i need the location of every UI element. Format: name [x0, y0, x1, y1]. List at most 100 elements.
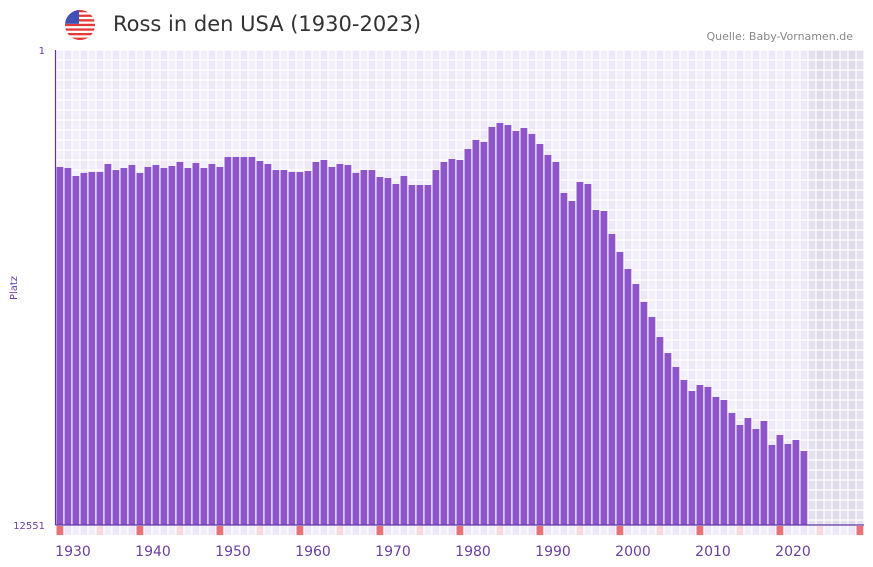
bar-1997[interactable]: [592, 209, 600, 525]
bar-1976[interactable]: [424, 185, 432, 525]
bar-1972[interactable]: [392, 183, 400, 525]
bar-1962[interactable]: [312, 161, 320, 525]
bar-2000[interactable]: [616, 251, 624, 526]
bar-1978[interactable]: [440, 161, 448, 525]
bar-2009[interactable]: [688, 391, 696, 525]
bar-1975[interactable]: [416, 185, 424, 525]
bar-1999[interactable]: [608, 233, 616, 526]
bar-1963[interactable]: [320, 159, 328, 526]
bar-1986[interactable]: [504, 125, 512, 526]
bar-1977[interactable]: [432, 170, 440, 525]
bar-1988[interactable]: [520, 128, 528, 525]
bar-1954[interactable]: [248, 156, 256, 526]
bar-1969[interactable]: [368, 170, 376, 525]
bar-1981[interactable]: [464, 149, 472, 525]
bar-1990[interactable]: [536, 144, 544, 525]
bar-1960[interactable]: [296, 171, 304, 525]
bar-1957[interactable]: [272, 170, 280, 525]
bar-1932[interactable]: [72, 175, 80, 526]
bar-2022[interactable]: [792, 439, 800, 525]
bar-1950[interactable]: [216, 166, 224, 525]
bar-1995[interactable]: [576, 182, 584, 525]
bar-2018[interactable]: [760, 420, 768, 525]
bar-1982[interactable]: [472, 140, 480, 526]
bar-1935[interactable]: [96, 171, 104, 525]
bar-2020[interactable]: [776, 434, 784, 525]
year-marker-1935: [96, 526, 104, 535]
bar-1992[interactable]: [552, 161, 560, 525]
bar-2004[interactable]: [648, 316, 656, 525]
bar-1965[interactable]: [336, 164, 344, 525]
bar-1971[interactable]: [384, 178, 392, 526]
bar-1985[interactable]: [496, 123, 504, 526]
bar-1947[interactable]: [192, 163, 200, 525]
bar-2002[interactable]: [632, 284, 640, 525]
bar-1983[interactable]: [480, 142, 488, 526]
year-marker-1952: [232, 526, 240, 535]
bar-2010[interactable]: [696, 384, 704, 525]
bar-1951[interactable]: [224, 156, 232, 526]
bar-1949[interactable]: [208, 164, 216, 525]
bar-1966[interactable]: [344, 164, 352, 525]
bar-2013[interactable]: [720, 399, 728, 525]
bar-2006[interactable]: [664, 353, 672, 525]
bar-2014[interactable]: [728, 413, 736, 525]
bar-1973[interactable]: [400, 175, 408, 526]
bar-1961[interactable]: [304, 171, 312, 525]
bar-1967[interactable]: [352, 173, 360, 525]
bar-1934[interactable]: [88, 171, 96, 525]
bar-1930[interactable]: [56, 166, 64, 525]
bar-1948[interactable]: [200, 168, 208, 525]
bar-1958[interactable]: [280, 170, 288, 525]
bar-1991[interactable]: [544, 154, 552, 525]
bar-2001[interactable]: [624, 268, 632, 525]
bar-1980[interactable]: [456, 159, 464, 526]
year-marker-2000: [616, 526, 624, 535]
bar-2007[interactable]: [672, 367, 680, 525]
bar-2016[interactable]: [744, 418, 752, 525]
bar-1968[interactable]: [360, 170, 368, 525]
bar-1938[interactable]: [120, 168, 128, 525]
bar-1942[interactable]: [152, 164, 160, 525]
bar-1984[interactable]: [488, 126, 496, 525]
bar-1944[interactable]: [168, 166, 176, 525]
bar-1940[interactable]: [136, 173, 144, 525]
bar-1956[interactable]: [264, 164, 272, 525]
bar-2003[interactable]: [640, 301, 648, 525]
bar-2015[interactable]: [736, 425, 744, 525]
bar-2023[interactable]: [800, 451, 808, 525]
x-tick-2000: 2000: [615, 544, 651, 560]
bar-2012[interactable]: [712, 396, 720, 525]
bar-2011[interactable]: [704, 387, 712, 525]
bar-1933[interactable]: [80, 173, 88, 525]
bar-2021[interactable]: [784, 444, 792, 525]
bar-1989[interactable]: [528, 133, 536, 525]
bar-1931[interactable]: [64, 168, 72, 525]
bar-1946[interactable]: [184, 168, 192, 525]
bar-1937[interactable]: [112, 170, 120, 525]
bar-1941[interactable]: [144, 166, 152, 525]
bar-2008[interactable]: [680, 380, 688, 525]
bar-1955[interactable]: [256, 161, 264, 526]
bar-1998[interactable]: [600, 211, 608, 525]
bar-1979[interactable]: [448, 159, 456, 526]
year-marker-1930: [56, 526, 64, 535]
bar-1943[interactable]: [160, 168, 168, 525]
bar-1939[interactable]: [128, 164, 136, 525]
bar-1953[interactable]: [240, 156, 248, 526]
bar-2005[interactable]: [656, 337, 664, 525]
year-marker-1954: [248, 526, 256, 535]
bar-1959[interactable]: [288, 171, 296, 525]
bar-1952[interactable]: [232, 156, 240, 526]
bar-1993[interactable]: [560, 192, 568, 525]
bar-2017[interactable]: [752, 429, 760, 525]
bar-1964[interactable]: [328, 166, 336, 525]
bar-1945[interactable]: [176, 161, 184, 525]
bar-2019[interactable]: [768, 444, 776, 525]
bar-1987[interactable]: [512, 130, 520, 525]
bar-1936[interactable]: [104, 164, 112, 525]
bar-1996[interactable]: [584, 183, 592, 525]
bar-1974[interactable]: [408, 185, 416, 525]
bar-1970[interactable]: [376, 176, 384, 526]
bar-1994[interactable]: [568, 201, 576, 525]
